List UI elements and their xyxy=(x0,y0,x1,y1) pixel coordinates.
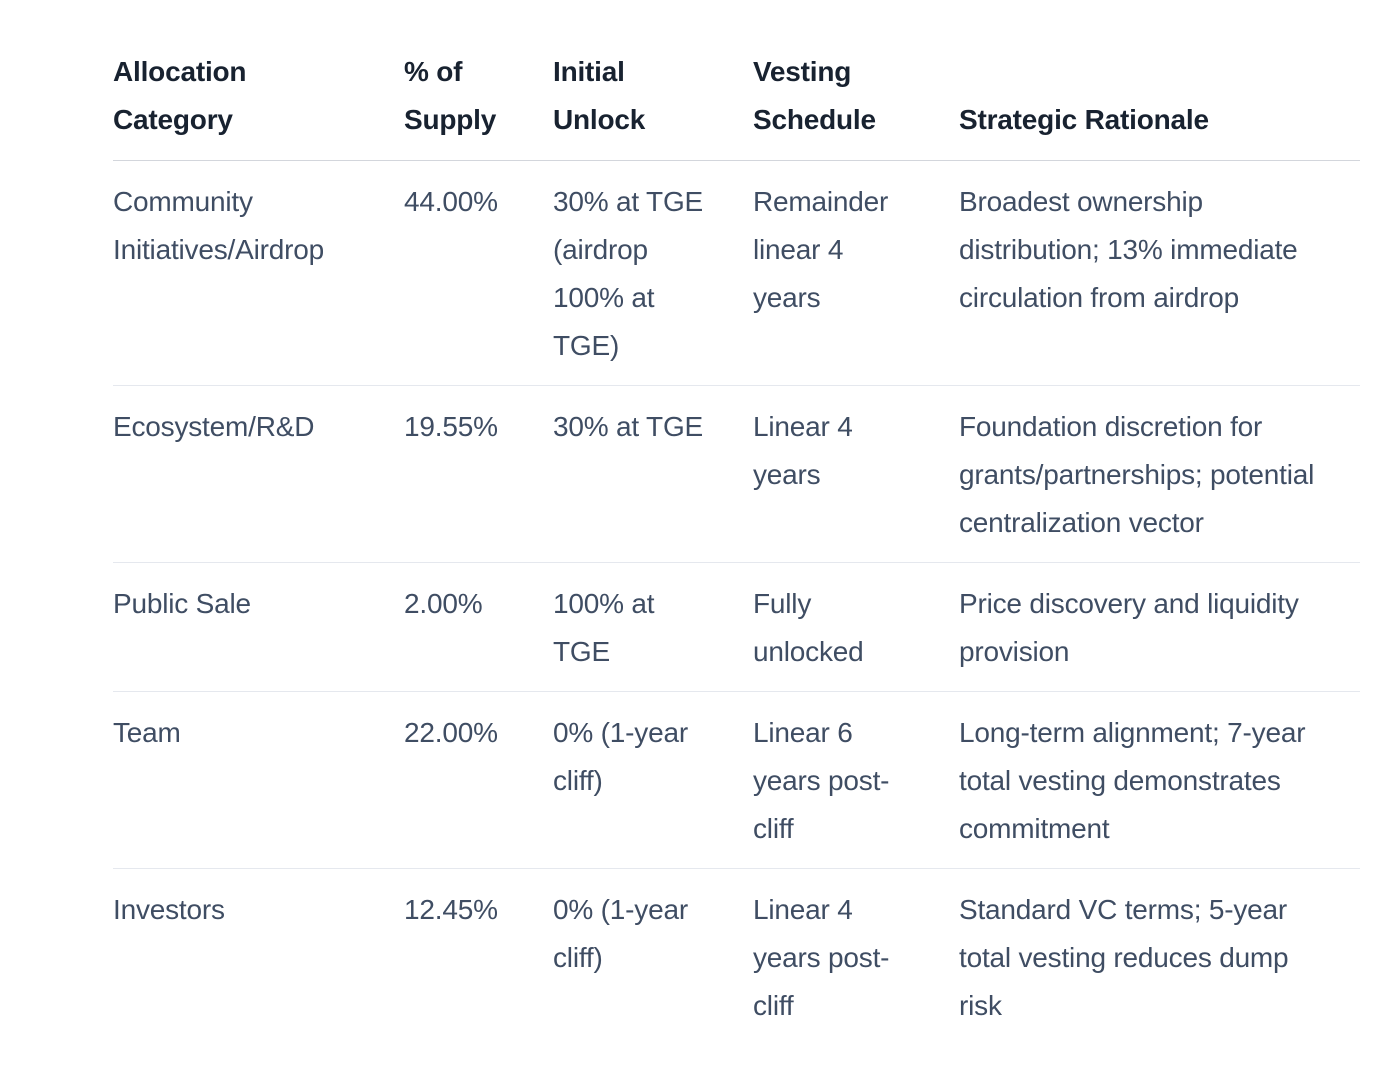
table-header: Allocation Category % of Supply Initial … xyxy=(113,48,1360,161)
table-row-community: Community Initiatives/Airdrop 44.00% 30%… xyxy=(113,161,1360,386)
unlock-cell: 0% (1-year cliff) xyxy=(553,691,753,869)
table-row-public-sale: Public Sale 2.00% 100% at TGE Fully unlo… xyxy=(113,562,1360,692)
rationale-cell: Broadest ownership distribution; 13% imm… xyxy=(959,186,1298,313)
rationale-cell: Foundation discretion for grants/partner… xyxy=(959,385,1360,563)
category-cell: Team xyxy=(113,691,404,869)
supply-cell: 19.55% xyxy=(404,385,553,563)
unlock-cell: 100% at TGE xyxy=(553,562,753,692)
unlock-cell: 30% at TGE xyxy=(553,385,753,563)
category-cell: Ecosystem/R&D xyxy=(113,385,404,563)
header-strategic-rationale: Strategic Rationale xyxy=(959,48,1360,161)
supply-cell: 22.00% xyxy=(404,691,553,869)
vesting-cell: Linear 4 years post- cliff xyxy=(753,868,959,1045)
header-row: Allocation Category % of Supply Initial … xyxy=(113,48,1360,161)
header-percent-of-supply: % of Supply xyxy=(404,48,553,161)
vesting-cell: Remainder linear 4 years xyxy=(753,186,889,313)
header-initial-unlock: Initial Unlock xyxy=(553,48,753,161)
vesting-cell: Fully unlocked xyxy=(753,562,959,692)
table-body: Community Initiatives/Airdrop 44.00% 30%… xyxy=(113,161,1360,1045)
category-cell: Community Initiatives/Airdrop xyxy=(113,186,324,265)
rationale-cell: Standard VC terms; 5-year total vesting … xyxy=(959,868,1360,1045)
table-row-team: Team 22.00% 0% (1-year cliff) Linear 6 y… xyxy=(113,691,1360,869)
rationale-cell: Long-term alignment; 7-year total vestin… xyxy=(959,691,1360,869)
supply-cell: 12.45% xyxy=(404,868,553,1045)
category-cell: Investors xyxy=(113,868,404,1045)
header-vesting-schedule: Vesting Schedule xyxy=(753,48,959,161)
supply-cell: 44.00% xyxy=(404,186,498,217)
allocation-table: Allocation Category % of Supply Initial … xyxy=(113,48,1360,1045)
unlock-cell: 30% at TGE (airdrop 100% at TGE) xyxy=(553,186,704,361)
table-row-investors: Investors 12.45% 0% (1-year cliff) Linea… xyxy=(113,868,1360,1045)
supply-cell: 2.00% xyxy=(404,562,553,692)
table-row-ecosystem: Ecosystem/R&D 19.55% 30% at TGE Linear 4… xyxy=(113,385,1360,563)
unlock-cell: 0% (1-year cliff) xyxy=(553,868,753,1045)
header-allocation-category: Allocation Category xyxy=(113,48,404,161)
vesting-cell: Linear 6 years post- cliff xyxy=(753,691,959,869)
rationale-cell: Price discovery and liquidity provision xyxy=(959,562,1360,692)
category-cell: Public Sale xyxy=(113,562,404,692)
vesting-cell: Linear 4 years xyxy=(753,385,959,563)
